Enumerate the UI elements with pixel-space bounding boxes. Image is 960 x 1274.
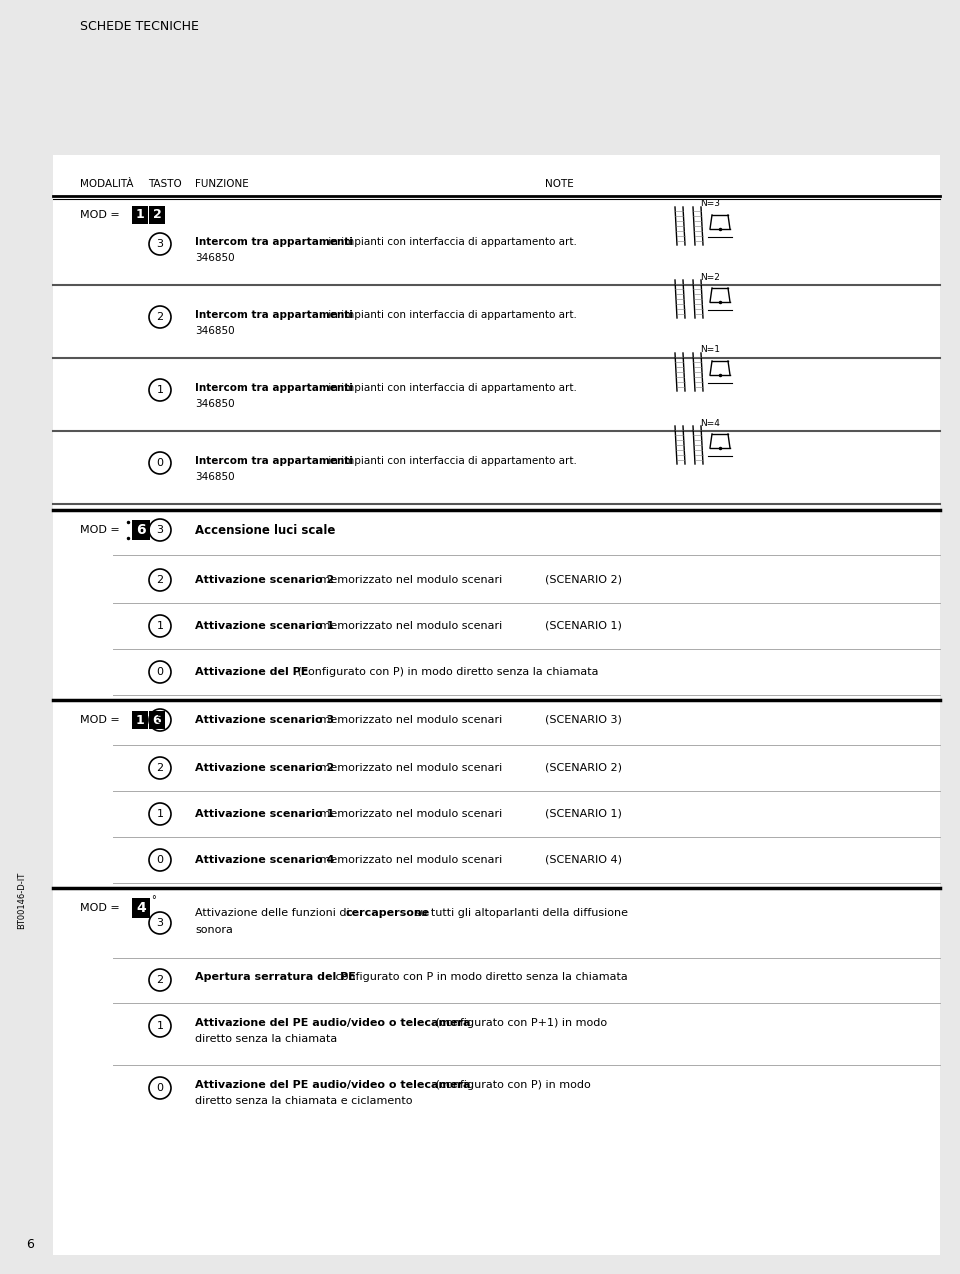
Text: 3: 3 bbox=[156, 919, 163, 927]
Text: 6: 6 bbox=[153, 713, 161, 726]
Text: 1: 1 bbox=[156, 809, 163, 819]
Text: 2: 2 bbox=[156, 975, 163, 985]
Text: Attivazione scenario 2: Attivazione scenario 2 bbox=[195, 763, 334, 773]
Text: 3: 3 bbox=[156, 715, 163, 725]
Text: 2: 2 bbox=[156, 575, 163, 585]
Text: memorizzato nel modulo scenari: memorizzato nel modulo scenari bbox=[316, 620, 502, 631]
Bar bbox=[149, 711, 165, 729]
Text: N=1: N=1 bbox=[700, 345, 720, 354]
Text: 346850: 346850 bbox=[195, 399, 234, 409]
Text: TASTO: TASTO bbox=[148, 180, 181, 189]
Text: su tutti gli altoparlanti della diffusione: su tutti gli altoparlanti della diffusio… bbox=[411, 908, 628, 919]
Text: Attivazione delle funzioni di: Attivazione delle funzioni di bbox=[195, 908, 353, 919]
Text: 0: 0 bbox=[156, 457, 163, 468]
Text: 3: 3 bbox=[156, 525, 163, 535]
Text: Attivazione del PE: Attivazione del PE bbox=[195, 668, 308, 676]
Text: FUNZIONE: FUNZIONE bbox=[195, 180, 249, 189]
Text: (configurato con P) in modo diretto senza la chiamata: (configurato con P) in modo diretto senz… bbox=[294, 668, 598, 676]
Text: Accensione luci scale: Accensione luci scale bbox=[195, 524, 335, 536]
Text: 4: 4 bbox=[136, 901, 146, 915]
Text: 1: 1 bbox=[156, 1020, 163, 1031]
Text: cercapersone: cercapersone bbox=[345, 908, 429, 919]
Text: (SCENARIO 3): (SCENARIO 3) bbox=[545, 715, 622, 725]
Text: in impianti con interfaccia di appartamento art.: in impianti con interfaccia di appartame… bbox=[325, 383, 577, 392]
Text: 0: 0 bbox=[156, 1083, 163, 1093]
Text: (SCENARIO 1): (SCENARIO 1) bbox=[545, 620, 622, 631]
Text: in impianti con interfaccia di appartamento art.: in impianti con interfaccia di appartame… bbox=[325, 310, 577, 320]
Text: Attivazione scenario 3: Attivazione scenario 3 bbox=[195, 715, 334, 725]
Text: MOD =: MOD = bbox=[80, 525, 120, 535]
Bar bbox=[132, 898, 150, 919]
Text: 2: 2 bbox=[156, 312, 163, 322]
Text: 2: 2 bbox=[153, 209, 161, 222]
Text: in impianti con interfaccia di appartamento art.: in impianti con interfaccia di appartame… bbox=[325, 237, 577, 247]
Text: Attivazione scenario 4: Attivazione scenario 4 bbox=[195, 855, 334, 865]
Text: diretto senza la chiamata: diretto senza la chiamata bbox=[195, 1034, 337, 1043]
Text: configurato con P in modo diretto senza la chiamata: configurato con P in modo diretto senza … bbox=[332, 972, 628, 982]
Bar bbox=[132, 520, 150, 540]
Bar bbox=[132, 711, 148, 729]
Text: 1: 1 bbox=[156, 385, 163, 395]
Text: memorizzato nel modulo scenari: memorizzato nel modulo scenari bbox=[316, 855, 502, 865]
Text: 1: 1 bbox=[156, 620, 163, 631]
Text: Apertura serratura del PE: Apertura serratura del PE bbox=[195, 972, 356, 982]
Text: MODALITÀ: MODALITÀ bbox=[80, 180, 133, 189]
Bar bbox=[132, 206, 148, 224]
Text: memorizzato nel modulo scenari: memorizzato nel modulo scenari bbox=[316, 715, 502, 725]
Text: SCHEDE TECNICHE: SCHEDE TECNICHE bbox=[80, 20, 199, 33]
Text: 0: 0 bbox=[156, 855, 163, 865]
Text: in impianti con interfaccia di appartamento art.: in impianti con interfaccia di appartame… bbox=[325, 456, 577, 466]
Text: Intercom tra appartamenti: Intercom tra appartamenti bbox=[195, 456, 353, 466]
Text: 6: 6 bbox=[136, 524, 146, 538]
Text: 1: 1 bbox=[135, 713, 144, 726]
Text: memorizzato nel modulo scenari: memorizzato nel modulo scenari bbox=[316, 763, 502, 773]
Text: (SCENARIO 2): (SCENARIO 2) bbox=[545, 763, 622, 773]
Text: 346850: 346850 bbox=[195, 326, 234, 336]
Bar bbox=[53, 155, 940, 1255]
Text: MOD =: MOD = bbox=[80, 903, 120, 913]
Text: N=2: N=2 bbox=[700, 273, 720, 282]
Text: diretto senza la chiamata e ciclamento: diretto senza la chiamata e ciclamento bbox=[195, 1096, 413, 1106]
Text: NOTE: NOTE bbox=[545, 180, 574, 189]
Text: 2: 2 bbox=[156, 763, 163, 773]
Text: Intercom tra appartamenti: Intercom tra appartamenti bbox=[195, 383, 353, 392]
Text: N=3: N=3 bbox=[700, 200, 720, 209]
Text: sonora: sonora bbox=[195, 925, 233, 935]
Bar bbox=[149, 206, 165, 224]
Text: 1: 1 bbox=[135, 209, 144, 222]
Text: 6: 6 bbox=[26, 1238, 34, 1251]
Text: 346850: 346850 bbox=[195, 254, 234, 262]
Text: Intercom tra appartamenti: Intercom tra appartamenti bbox=[195, 310, 353, 320]
Text: 3: 3 bbox=[156, 240, 163, 248]
Text: memorizzato nel modulo scenari: memorizzato nel modulo scenari bbox=[316, 575, 502, 585]
Text: MOD =: MOD = bbox=[80, 715, 120, 725]
Text: (SCENARIO 1): (SCENARIO 1) bbox=[545, 809, 622, 819]
Text: Attivazione scenario 1: Attivazione scenario 1 bbox=[195, 620, 334, 631]
Text: Attivazione scenario 2: Attivazione scenario 2 bbox=[195, 575, 334, 585]
Text: °: ° bbox=[152, 896, 156, 905]
Text: N=4: N=4 bbox=[700, 418, 720, 428]
Text: Attivazione del PE audio/video o telecamera: Attivazione del PE audio/video o telecam… bbox=[195, 1018, 470, 1028]
Text: Intercom tra appartamenti: Intercom tra appartamenti bbox=[195, 237, 353, 247]
Text: memorizzato nel modulo scenari: memorizzato nel modulo scenari bbox=[316, 809, 502, 819]
Text: 346850: 346850 bbox=[195, 471, 234, 482]
Text: (SCENARIO 4): (SCENARIO 4) bbox=[545, 855, 622, 865]
Text: BT00146-D-IT: BT00146-D-IT bbox=[17, 871, 27, 929]
Text: Attivazione scenario 1: Attivazione scenario 1 bbox=[195, 809, 334, 819]
Text: (SCENARIO 2): (SCENARIO 2) bbox=[545, 575, 622, 585]
Text: 0: 0 bbox=[156, 668, 163, 676]
Text: (configurato con P) in modo: (configurato con P) in modo bbox=[431, 1080, 590, 1091]
Text: (configurato con P+1) in modo: (configurato con P+1) in modo bbox=[431, 1018, 607, 1028]
Text: MOD =: MOD = bbox=[80, 210, 120, 220]
Text: Attivazione del PE audio/video o telecamera: Attivazione del PE audio/video o telecam… bbox=[195, 1080, 470, 1091]
